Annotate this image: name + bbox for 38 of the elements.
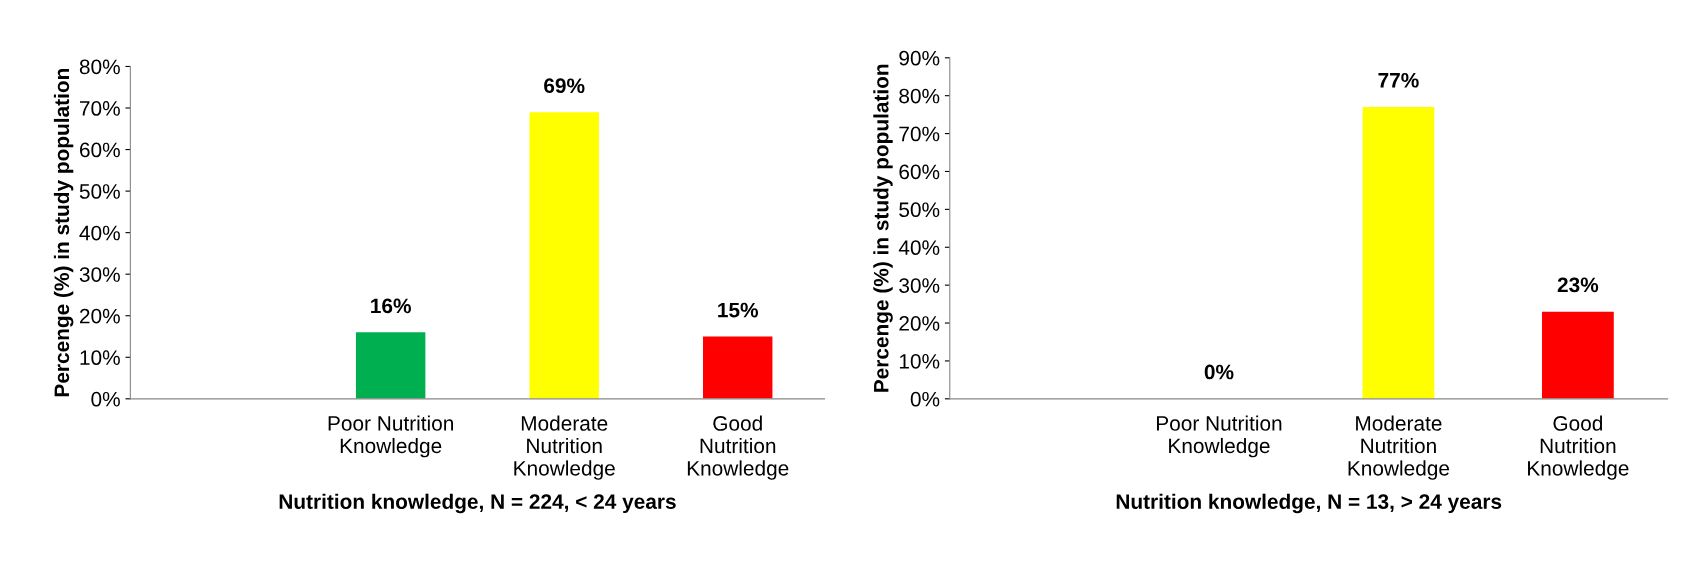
y-tick-label: 20% xyxy=(899,316,940,331)
x-tick-label: Moderate Nutrition Knowledge xyxy=(1348,415,1450,480)
y-tick-label: 50% xyxy=(899,202,940,218)
data-label: 15% xyxy=(718,302,759,318)
y-tick-label: 10% xyxy=(899,353,940,369)
x-tick-label: Poor Nutrition Knowledge xyxy=(1156,415,1282,458)
y-tick-label: 30% xyxy=(79,267,120,282)
y-tick-label: 60% xyxy=(80,142,120,158)
data-label: 23% xyxy=(1557,277,1599,293)
data-label: 16% xyxy=(371,298,411,314)
y-tick-label: 70% xyxy=(80,101,120,116)
y-tick-label: 90% xyxy=(899,50,940,66)
y-tick-label: 50% xyxy=(79,184,120,199)
y-axis-title: Percenge (%) in study population xyxy=(53,68,74,397)
y-tick-label: 70% xyxy=(899,126,940,142)
x-tick-label: Moderate Nutrition Knowledge xyxy=(514,415,615,480)
y-tick-label: 0% xyxy=(91,391,120,407)
data-label: 69% xyxy=(544,78,585,94)
y-tick-label: 40% xyxy=(898,240,940,256)
x-tick-label: Poor Nutrition Knowledge xyxy=(328,415,453,458)
x-tick-label: Good Nutrition Knowledge xyxy=(687,415,789,480)
y-tick-label: 60% xyxy=(899,164,940,180)
bar xyxy=(355,332,426,399)
y-tick-label: 30% xyxy=(899,278,940,293)
x-tick-label: Good Nutrition Knowledge xyxy=(1528,415,1629,480)
bar xyxy=(529,112,599,399)
y-tick-label: 10% xyxy=(80,350,120,366)
y-axis-title: Percenge (%) in study population xyxy=(873,64,893,392)
data-label: 0% xyxy=(1204,364,1234,380)
bar xyxy=(703,336,773,399)
y-tick-label: 20% xyxy=(79,308,120,324)
x-axis-title: Nutrition knowledge, N = 13, > 24 years xyxy=(1116,493,1502,514)
data-label: 77% xyxy=(1378,72,1419,88)
y-tick-label: 40% xyxy=(79,225,120,241)
y-tick-label: 80% xyxy=(899,88,940,104)
y-tick-label: 80% xyxy=(79,59,120,75)
x-axis-title: Nutrition knowledge, N = 224, < 24 years xyxy=(279,493,676,514)
y-tick-label: 0% xyxy=(910,391,940,407)
